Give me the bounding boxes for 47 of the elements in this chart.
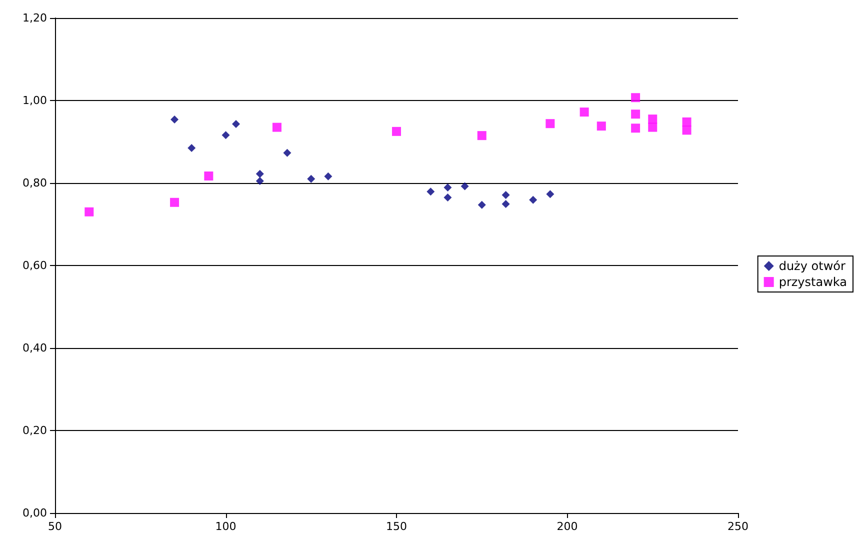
point <box>188 144 196 152</box>
y-tick-label: 0,40 <box>22 342 47 354</box>
point <box>631 93 640 102</box>
x-tick-label: 50 <box>48 520 62 533</box>
point <box>631 110 640 119</box>
point <box>502 190 510 199</box>
point <box>460 182 469 190</box>
point <box>272 122 282 132</box>
point <box>682 126 692 135</box>
point <box>546 119 555 128</box>
y-tick-label: 0,60 <box>22 259 47 272</box>
point <box>648 122 658 132</box>
point <box>256 170 264 178</box>
point <box>256 176 264 185</box>
point <box>170 115 179 124</box>
legend-label: przystawka <box>778 275 848 289</box>
y-tick-label: 0,80 <box>22 176 47 190</box>
y-tick-label: 1,00 <box>22 94 47 107</box>
point <box>546 190 554 198</box>
point <box>529 196 538 204</box>
point <box>502 200 510 208</box>
point <box>478 200 486 209</box>
point <box>596 122 606 131</box>
point <box>324 172 332 180</box>
x-tick-label: 200 <box>556 520 578 533</box>
point <box>392 126 401 136</box>
point <box>170 198 180 207</box>
point <box>283 148 292 157</box>
point <box>222 131 230 140</box>
x-tick-label: 100 <box>215 520 236 533</box>
point <box>204 171 214 180</box>
y-tick-label: 0,20 <box>22 424 47 437</box>
legend-label: duży otwór <box>778 259 846 273</box>
point <box>84 207 94 216</box>
y-tick-label: 1,20 <box>22 12 47 24</box>
point <box>580 108 589 117</box>
point <box>648 114 658 124</box>
point <box>307 174 316 183</box>
point <box>232 120 240 128</box>
y-tick-label: 0,00 <box>22 506 47 520</box>
point <box>444 193 452 202</box>
x-tick-label: 250 <box>728 520 748 533</box>
x-tick-label: 150 <box>386 520 407 533</box>
point <box>631 124 640 133</box>
point <box>477 131 486 140</box>
point <box>426 188 435 196</box>
point <box>444 184 452 192</box>
